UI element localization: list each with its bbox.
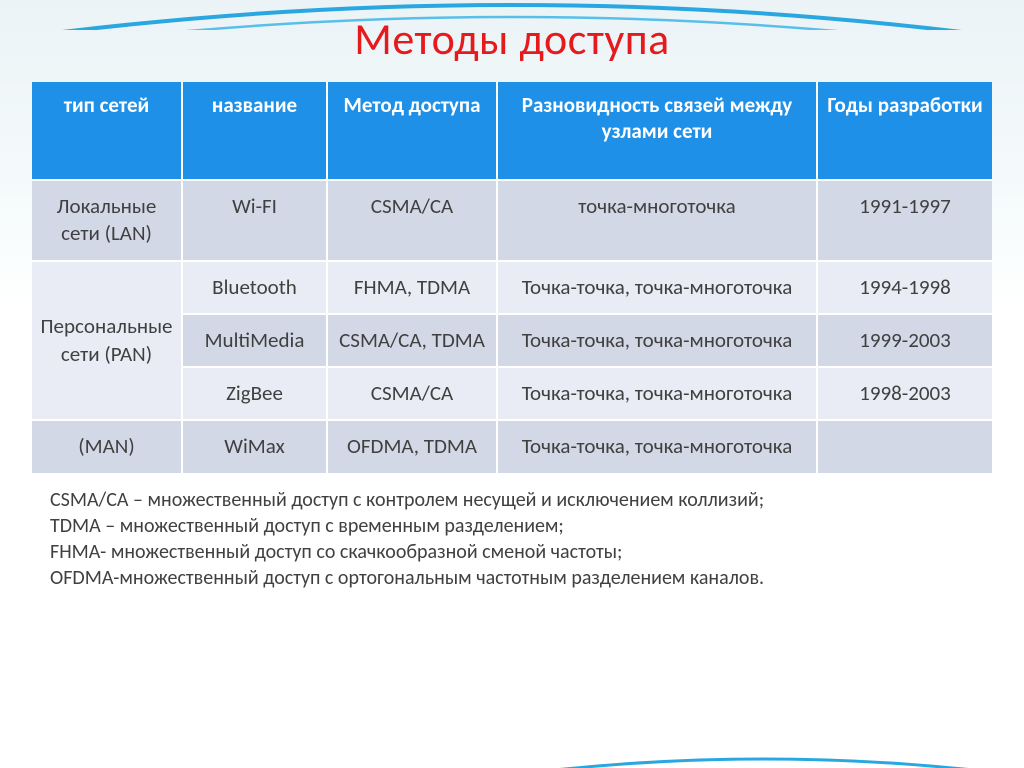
cell-years bbox=[817, 420, 992, 472]
arc-path-b bbox=[504, 759, 1024, 768]
cell-network-type: Персональные сети (PAN) bbox=[32, 261, 182, 421]
cell-years: 1991-1997 bbox=[817, 180, 992, 261]
cell-network-type: Локальные сети (LAN) bbox=[32, 180, 182, 261]
cell-topology: Точка-точка, точка-многоточка bbox=[497, 420, 817, 472]
cell-years: 1998-2003 bbox=[817, 367, 992, 420]
cell-topology: точка-многоточка bbox=[497, 180, 817, 261]
footnote-line: CSMA/CA – множественный доступ с контрол… bbox=[50, 487, 992, 513]
cell-name: ZigBee bbox=[182, 367, 327, 420]
cell-years: 1994-1998 bbox=[817, 261, 992, 314]
cell-topology: Точка-точка, точка-многоточка bbox=[497, 261, 817, 314]
table-body: Локальные сети (LAN)Wi-FICSMA/CAточка-мн… bbox=[32, 180, 992, 473]
header-cell-2: Метод доступа bbox=[327, 82, 497, 180]
cell-name: MultiMedia bbox=[182, 314, 327, 367]
cell-name: Wi-FI bbox=[182, 180, 327, 261]
bottom-arc-decor bbox=[504, 748, 1024, 768]
cell-topology: Точка-точка, точка-многоточка bbox=[497, 314, 817, 367]
header-cell-0: тип сетей bbox=[32, 82, 182, 180]
cell-years: 1999-2003 bbox=[817, 314, 992, 367]
slide-container: Методы доступа тип сетей название Метод … bbox=[0, 0, 1024, 591]
cell-method: CSMA/CA bbox=[327, 180, 497, 261]
cell-method: OFDMA, TDMA bbox=[327, 420, 497, 472]
header-row: тип сетей название Метод доступа Разнови… bbox=[32, 82, 992, 180]
bottom-arc-svg bbox=[504, 748, 1024, 768]
header-cell-3: Разновидность связей между узлами сети bbox=[497, 82, 817, 180]
footnote-line: OFDMA-множественный доступ с ортогональн… bbox=[50, 565, 992, 591]
cell-method: CSMA/CA, TDMA bbox=[327, 314, 497, 367]
cell-method: FHMA, TDMA bbox=[327, 261, 497, 314]
cell-topology: Точка-точка, точка-многоточка bbox=[497, 367, 817, 420]
cell-method: CSMA/CA bbox=[327, 367, 497, 420]
slide-title: Методы доступа bbox=[32, 12, 992, 66]
table-row: Персональные сети (PAN)BluetoothFHMA, TD… bbox=[32, 261, 992, 314]
table-row: (MAN)WiMaxOFDMA, TDMAТочка-точка, точка-… bbox=[32, 420, 992, 472]
access-methods-table: тип сетей название Метод доступа Разнови… bbox=[32, 82, 992, 473]
cell-network-type: (MAN) bbox=[32, 420, 182, 472]
footnotes: CSMA/CA – множественный доступ с контрол… bbox=[32, 487, 992, 591]
header-cell-4: Годы разработки bbox=[817, 82, 992, 180]
table-head: тип сетей название Метод доступа Разнови… bbox=[32, 82, 992, 180]
table-row: Локальные сети (LAN)Wi-FICSMA/CAточка-мн… bbox=[32, 180, 992, 261]
footnote-line: FHMA- множественный доступ со скачкообра… bbox=[50, 539, 992, 565]
cell-name: WiMax bbox=[182, 420, 327, 472]
footnote-line: TDMA – множественный доступ с временным … bbox=[50, 513, 992, 539]
header-cell-1: название bbox=[182, 82, 327, 180]
cell-name: Bluetooth bbox=[182, 261, 327, 314]
